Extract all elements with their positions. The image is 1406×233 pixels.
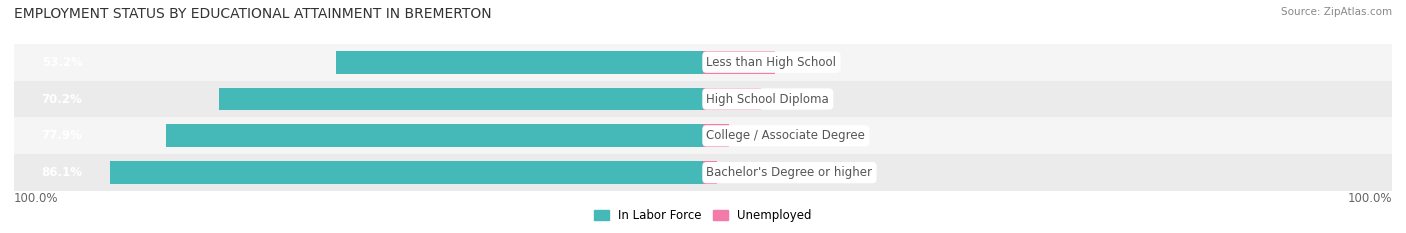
Text: 100.0%: 100.0%	[1347, 192, 1392, 205]
Bar	[336, 51, 703, 74]
Bar	[14, 117, 703, 154]
Text: High School Diploma: High School Diploma	[706, 93, 830, 106]
Bar	[166, 124, 703, 147]
Text: 3.8%: 3.8%	[740, 129, 769, 142]
Text: Less than High School: Less than High School	[706, 56, 837, 69]
Bar	[703, 161, 717, 184]
Bar	[703, 124, 730, 147]
Bar	[14, 44, 703, 81]
Text: 53.2%: 53.2%	[42, 56, 83, 69]
Text: College / Associate Degree: College / Associate Degree	[706, 129, 865, 142]
Bar	[110, 161, 703, 184]
Bar	[219, 88, 703, 110]
Text: 8.4%: 8.4%	[772, 93, 801, 106]
Legend: In Labor Force, Unemployed: In Labor Force, Unemployed	[589, 205, 817, 227]
Text: Source: ZipAtlas.com: Source: ZipAtlas.com	[1281, 7, 1392, 17]
Text: 70.2%: 70.2%	[42, 93, 83, 106]
Text: 10.4%: 10.4%	[785, 56, 823, 69]
Bar	[14, 154, 703, 191]
Bar	[703, 51, 775, 74]
Text: EMPLOYMENT STATUS BY EDUCATIONAL ATTAINMENT IN BREMERTON: EMPLOYMENT STATUS BY EDUCATIONAL ATTAINM…	[14, 7, 492, 21]
Bar	[703, 88, 761, 110]
Bar	[703, 44, 1392, 81]
Bar	[703, 154, 1392, 191]
Text: 86.1%: 86.1%	[42, 166, 83, 179]
Bar	[703, 81, 1392, 117]
Text: 77.9%: 77.9%	[42, 129, 83, 142]
Text: 2.1%: 2.1%	[728, 166, 758, 179]
Text: Bachelor's Degree or higher: Bachelor's Degree or higher	[706, 166, 873, 179]
Text: 100.0%: 100.0%	[14, 192, 59, 205]
Bar	[14, 81, 703, 117]
Bar	[703, 117, 1392, 154]
